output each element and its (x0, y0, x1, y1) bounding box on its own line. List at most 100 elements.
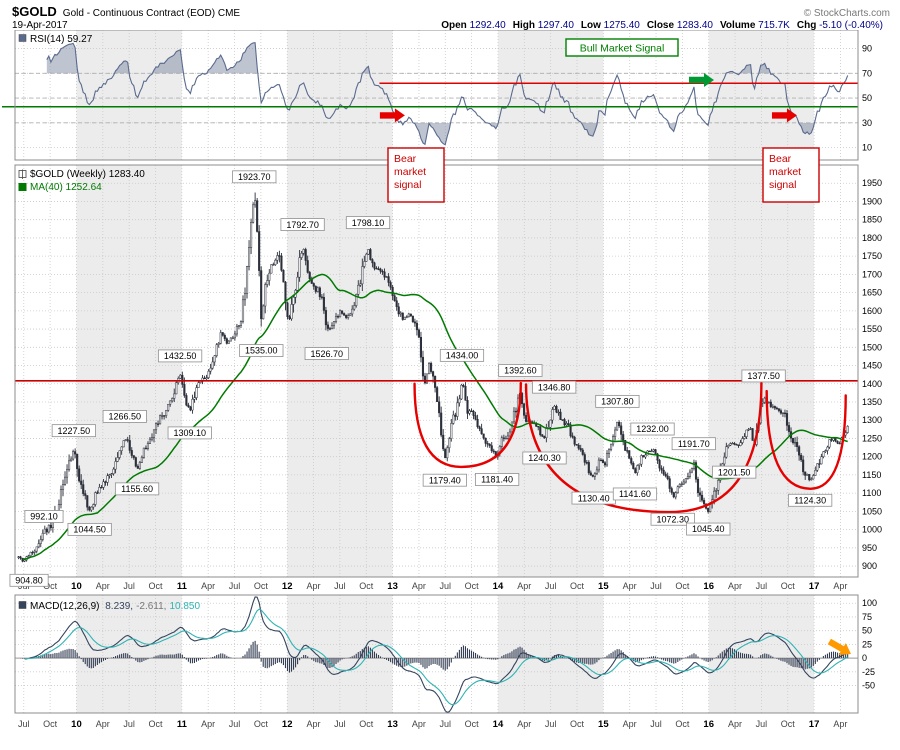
svg-text:992.10: 992.10 (30, 512, 58, 522)
svg-text:Oct: Oct (465, 719, 480, 729)
svg-text:Apr: Apr (201, 719, 215, 729)
chart-area: 1950 1900 1850 1800 1750 1700 1650 1600 1550 1500… (0, 29, 900, 750)
bear-signal-arrow-2 (771, 108, 797, 123)
quote-label: Open (441, 20, 470, 31)
bull-market-signal-box (565, 38, 679, 57)
svg-text:1072.30: 1072.30 (656, 514, 689, 524)
annotation-layer (2, 82, 858, 514)
svg-text:Apr: Apr (728, 581, 742, 591)
svg-text:Jul: Jul (440, 581, 452, 591)
svg-text:75: 75 (862, 612, 872, 622)
svg-text:Apr: Apr (412, 719, 426, 729)
svg-text:13: 13 (387, 581, 398, 592)
svg-text:1155.60: 1155.60 (121, 484, 153, 494)
svg-text:1550: 1550 (862, 324, 882, 334)
svg-text:Oct: Oct (781, 581, 796, 591)
svg-text:11: 11 (177, 581, 188, 592)
bear-market-signal-2-text: market (769, 166, 801, 178)
rsi-legend: RSI(14) 59.27 (30, 34, 93, 45)
svg-text:Jul: Jul (756, 719, 768, 729)
svg-text:Oct: Oct (359, 581, 374, 591)
svg-text:1130.40: 1130.40 (578, 493, 610, 503)
svg-text:1798.10: 1798.10 (352, 218, 385, 228)
svg-text:Jul: Jul (229, 581, 241, 591)
svg-text:12: 12 (282, 719, 293, 730)
svg-text:1400: 1400 (862, 379, 882, 389)
cup-annotation-1 (413, 381, 522, 469)
signal-arrows (379, 73, 851, 656)
svg-text:10: 10 (71, 719, 82, 730)
quote-label: Chg (796, 20, 820, 31)
svg-text:1045.40: 1045.40 (692, 524, 725, 534)
macd-series (19, 596, 849, 713)
svg-text:50: 50 (862, 93, 872, 103)
svg-text:17: 17 (809, 719, 820, 730)
svg-text:30: 30 (862, 118, 872, 128)
svg-text:Jul: Jul (440, 719, 452, 729)
svg-text:Oct: Oct (254, 581, 269, 591)
svg-text:Jul: Jul (650, 581, 662, 591)
macd-alert-arrow (827, 638, 851, 656)
svg-text:950: 950 (862, 543, 877, 553)
svg-text:12: 12 (282, 581, 293, 592)
svg-text:0: 0 (862, 653, 867, 663)
svg-text:900: 900 (862, 561, 877, 571)
price-series (17, 192, 849, 563)
svg-text:14: 14 (493, 719, 504, 730)
svg-text:1179.40: 1179.40 (429, 475, 461, 485)
svg-text:50: 50 (862, 626, 872, 636)
bear-market-signal-2-text: Bear (769, 153, 792, 165)
svg-text:1240.30: 1240.30 (528, 453, 561, 463)
rsi-extreme-shading (46, 42, 848, 74)
svg-text:1044.50: 1044.50 (73, 525, 106, 535)
svg-text:Oct: Oct (570, 581, 585, 591)
svg-text:1650: 1650 (862, 288, 882, 298)
svg-text:1300: 1300 (862, 415, 882, 425)
svg-text:1200: 1200 (862, 452, 882, 462)
svg-text:1500: 1500 (862, 342, 882, 352)
svg-text:11: 11 (177, 719, 188, 730)
svg-text:15: 15 (598, 719, 609, 730)
bear-market-signal-1-text: signal (394, 179, 421, 191)
svg-text:100: 100 (862, 598, 877, 608)
copyright: © StockCharts.com (803, 8, 890, 19)
rsi-series (46, 42, 849, 146)
quote-label: High (512, 20, 538, 31)
svg-text:Apr: Apr (96, 719, 110, 729)
svg-text:Oct: Oct (148, 581, 163, 591)
svg-text:Jul: Jul (756, 581, 768, 591)
svg-text:1150: 1150 (862, 470, 881, 480)
svg-text:1100: 1100 (862, 488, 881, 498)
svg-text:10: 10 (71, 581, 82, 592)
quote-label: Low (580, 20, 604, 31)
svg-text:1434.00: 1434.00 (446, 351, 479, 361)
rsi-legend-swatch (18, 34, 27, 42)
quote-value: 1292.40 (469, 20, 506, 31)
svg-text:10: 10 (862, 143, 872, 153)
svg-text:1124.30: 1124.30 (794, 495, 826, 505)
svg-text:15: 15 (598, 581, 609, 592)
svg-text:Apr: Apr (833, 581, 847, 591)
svg-text:Apr: Apr (833, 719, 847, 729)
svg-text:Jul: Jul (334, 581, 346, 591)
svg-text:1850: 1850 (862, 215, 882, 225)
price-legend: $GOLD (Weekly) 1283.40 (30, 169, 145, 180)
svg-text:Apr: Apr (623, 581, 637, 591)
svg-text:16: 16 (703, 581, 714, 592)
svg-text:Oct: Oct (465, 581, 480, 591)
bear-market-signal-1-text: Bear (394, 153, 417, 165)
svg-text:Jul: Jul (545, 719, 557, 729)
price-pivot-labels: 904.80 992.10 1227.50 1044.50 1266.50 1155.60… (9, 170, 833, 587)
svg-text:1181.40: 1181.40 (481, 475, 513, 485)
rsi-line (46, 42, 849, 146)
chart-svg: 1950190018501800175017001650160015501500… (2, 29, 882, 730)
svg-text:1250: 1250 (862, 433, 882, 443)
svg-text:1535.00: 1535.00 (245, 346, 278, 356)
macd-signal-line (24, 608, 848, 706)
quote-value: 1275.40 (603, 20, 640, 31)
chart-header: $GOLD Gold - Continuous Contract (EOD) C… (0, 0, 900, 31)
quote-value: 715.7K (758, 20, 790, 31)
svg-text:Oct: Oct (43, 581, 58, 591)
svg-text:25: 25 (862, 639, 872, 649)
quote-bar: Open 1292.40 High 1297.40 Low 1275.40 Close… (441, 20, 890, 31)
